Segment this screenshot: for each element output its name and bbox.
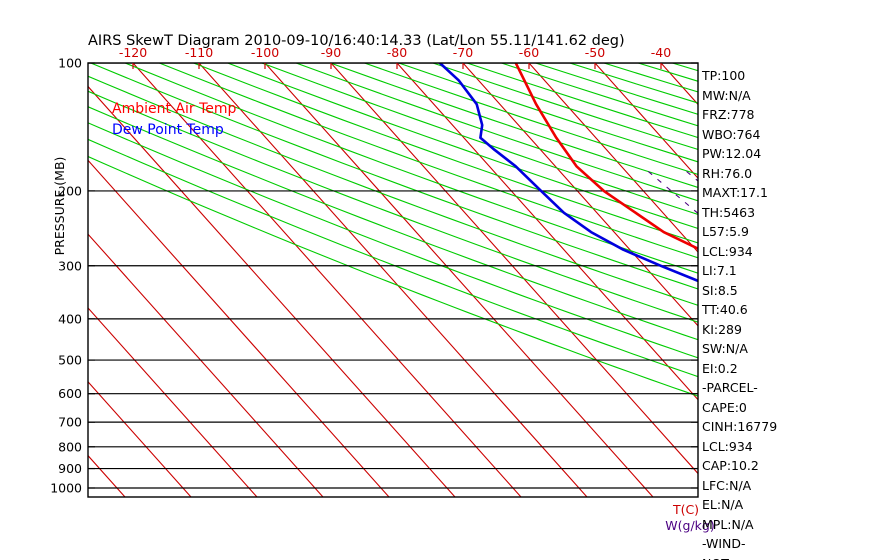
info-row: EL:N/A xyxy=(702,497,744,512)
top-temp-tick-label: -100 xyxy=(251,45,279,60)
info-row: LCL:934 xyxy=(702,243,753,259)
pressure-tick-label: 800 xyxy=(58,439,82,454)
info-row: FRZ:778 xyxy=(702,107,755,122)
info-row: -WIND- xyxy=(702,536,746,551)
info-row: CAP:10.2 xyxy=(702,458,759,473)
info-row: MPL:N/A xyxy=(702,516,754,532)
info-row: EI:0.2 xyxy=(702,360,738,376)
info-row: WBO:764 xyxy=(702,126,761,142)
info-row: KI:289 xyxy=(702,321,742,337)
info-row: LI:7.1 xyxy=(702,263,737,278)
info-row: LCL:934 xyxy=(702,438,753,454)
top-temp-tick-label: -90 xyxy=(321,45,341,60)
info-row: MW:N/A xyxy=(702,87,751,103)
top-temp-tick-label: -120 xyxy=(119,45,147,60)
top-temp-tick-label: -40 xyxy=(651,45,671,60)
pressure-tick-label: 200 xyxy=(58,183,82,198)
info-row: TH:5463 xyxy=(702,204,756,220)
info-row: TT:40.6 xyxy=(702,302,748,317)
info-row: LFC:N/A xyxy=(702,477,752,493)
info-row: L57:5.9 xyxy=(702,224,749,239)
pressure-tick-label: 700 xyxy=(58,415,82,430)
legend-ambient-air-temp: Ambient Air Temp xyxy=(112,101,237,117)
info-row: MAXT:17.1 xyxy=(702,185,768,200)
pressure-tick-label: 600 xyxy=(58,386,82,401)
top-temp-tick-label: -70 xyxy=(453,45,473,60)
info-row: TP:100 xyxy=(702,68,746,83)
temp-axis-label: T(C) xyxy=(672,502,699,517)
legend-dew-point-temp: Dew Point Temp xyxy=(112,122,224,138)
top-temp-tick-label: -80 xyxy=(387,45,407,60)
pressure-tick-label: 1000 xyxy=(50,480,82,495)
page-title: AIRS SkewT Diagram 2010-09-10/16:40:14.3… xyxy=(88,33,625,49)
info-row: CINH:16779 xyxy=(702,419,778,434)
pressure-tick-label: 900 xyxy=(58,461,82,476)
info-row: NOT xyxy=(702,554,822,560)
y-axis-label: PRESSURE (MB) xyxy=(52,156,67,256)
top-temp-tick-label: -50 xyxy=(585,45,605,60)
dewpoint-profile-line xyxy=(438,63,698,283)
info-row: -PARCEL- xyxy=(702,380,758,395)
pressure-tick-label: 100 xyxy=(58,56,82,71)
info-row: PW:12.04 xyxy=(702,146,762,161)
pressure-tick-label: 400 xyxy=(58,311,82,326)
info-row: CAPE:0 xyxy=(702,399,747,415)
top-temp-tick-label: -60 xyxy=(519,45,539,60)
info-row: SW:N/A xyxy=(702,341,748,356)
mixing-ratio-axis-label: W(g/kg) xyxy=(665,518,714,533)
sounding-indices-panel: TP:100 MW:N/A FRZ:778 WBO:764 PW:12.04 RH:76.… xyxy=(702,66,822,560)
pressure-tick-label: 500 xyxy=(58,353,82,368)
info-row: SI:8.5 xyxy=(702,282,738,298)
pressure-tick-label: 300 xyxy=(58,258,82,273)
top-temp-tick-label: -110 xyxy=(185,45,213,60)
temperature-profile-line xyxy=(514,63,698,251)
info-row: RH:76.0 xyxy=(702,165,753,181)
